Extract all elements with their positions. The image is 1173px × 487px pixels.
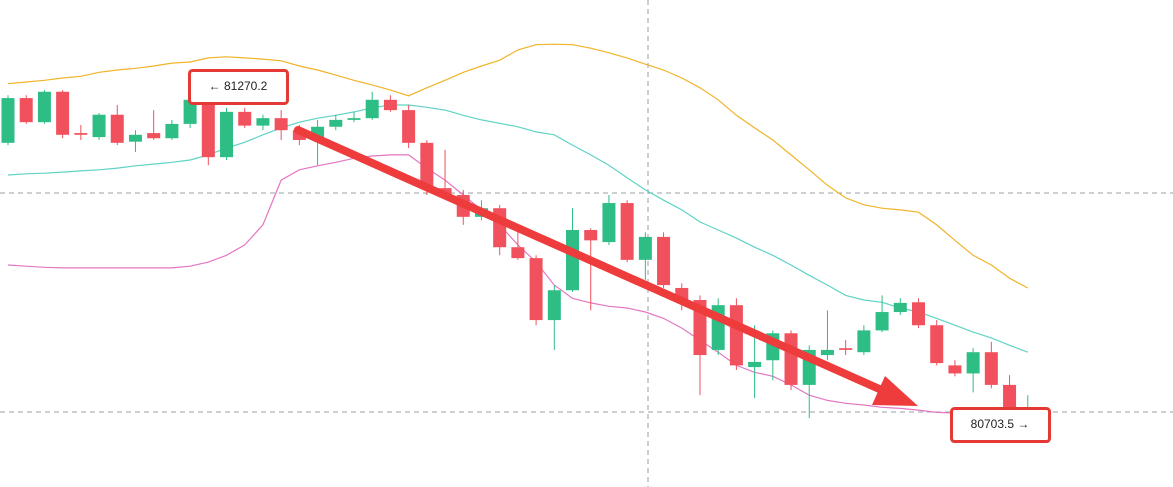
candle-body xyxy=(984,352,998,385)
band-line xyxy=(7,43,1029,289)
candle-body xyxy=(402,110,416,143)
candle-body xyxy=(238,111,252,126)
candle-body xyxy=(292,130,306,140)
candle-body xyxy=(347,118,361,120)
annotation-box xyxy=(950,407,1051,444)
candle-body xyxy=(729,305,743,366)
candle-body xyxy=(201,104,215,158)
candle-body xyxy=(784,333,798,385)
candle-body xyxy=(529,258,543,321)
candle-body xyxy=(383,99,397,111)
candle-body xyxy=(365,99,379,119)
candle-body xyxy=(511,247,525,259)
candle-body xyxy=(893,302,907,313)
candle-body xyxy=(110,114,124,143)
candle-body xyxy=(748,361,762,368)
arrow-shaft xyxy=(294,126,899,400)
candle-body xyxy=(37,91,51,123)
candle-body xyxy=(92,114,106,138)
candle-body xyxy=(256,118,270,126)
candle-body xyxy=(912,302,925,326)
candle-body xyxy=(420,142,434,189)
arrow-head xyxy=(872,376,918,406)
trend-arrow xyxy=(294,126,918,406)
candle-body xyxy=(839,348,853,350)
candle-body xyxy=(566,230,580,291)
candle-body xyxy=(966,352,980,374)
candle-body xyxy=(147,133,161,139)
candle-body xyxy=(183,99,197,124)
candle-body xyxy=(1003,384,1017,414)
candle-body xyxy=(19,98,33,123)
candle-body xyxy=(820,349,834,356)
annotation-label: 80703.5 → xyxy=(971,417,1030,431)
candle-body xyxy=(620,203,634,260)
band-line xyxy=(7,104,1029,353)
candle-body xyxy=(584,230,598,241)
candle-body xyxy=(220,111,234,158)
candle-body xyxy=(875,312,889,331)
candle-body xyxy=(602,203,616,243)
candle-body xyxy=(638,236,652,260)
candle-body xyxy=(930,325,944,364)
candle-body xyxy=(857,330,871,353)
candle-body xyxy=(329,119,343,127)
candle-body xyxy=(1,98,15,143)
candle-body xyxy=(948,365,962,374)
candle-body xyxy=(74,133,88,135)
annotation-box xyxy=(188,68,289,105)
band-line xyxy=(7,154,1028,414)
candle-body xyxy=(56,91,70,135)
annotations: ← 81270.2 80703.5 → xyxy=(188,68,1051,444)
candle-body xyxy=(165,123,179,139)
candle-body xyxy=(274,118,288,131)
candle-body xyxy=(657,236,671,286)
candle-body xyxy=(547,290,561,321)
candles xyxy=(1,89,1035,419)
candle-body xyxy=(128,134,142,142)
annotation-label: ← 81270.2 xyxy=(209,79,268,93)
